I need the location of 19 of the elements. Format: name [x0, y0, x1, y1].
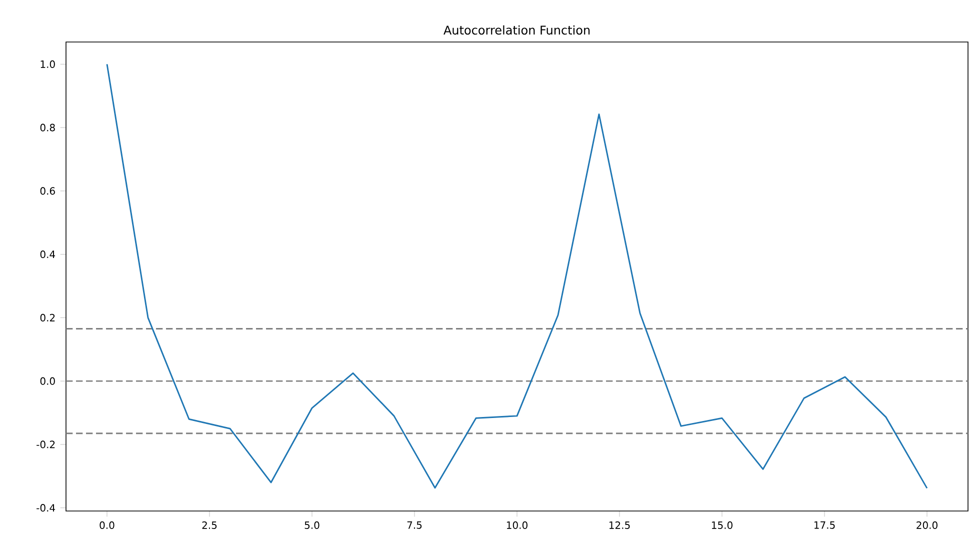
y-tick-label: 0.2: [40, 314, 55, 322]
x-tick-label: 7.5: [407, 521, 422, 529]
y-tick-label: 0.4: [40, 250, 56, 258]
x-tick-label: 15.0: [712, 521, 732, 529]
line-series: [106, 63, 928, 489]
y-tick-label: 1.0: [40, 60, 55, 68]
y-tick-label: 0.0: [40, 377, 55, 385]
x-tick-label: 12.5: [609, 521, 630, 529]
x-tick-label: 0.0: [100, 521, 114, 529]
x-tick-label: 17.5: [814, 521, 835, 529]
y-tick-label: -0.2: [36, 440, 55, 448]
y-tick-label: 0.6: [40, 187, 55, 195]
y-tick-label: -0.4: [36, 504, 56, 512]
x-tick-label: 5.0: [304, 521, 320, 529]
y-tick-label: 0.8: [40, 124, 55, 132]
x-tick-label: 2.5: [202, 521, 217, 529]
x-tick-label: 10.0: [506, 521, 528, 529]
chart-title: Autocorrelation Function: [444, 25, 590, 35]
x-tick-label: 20.0: [916, 521, 938, 529]
